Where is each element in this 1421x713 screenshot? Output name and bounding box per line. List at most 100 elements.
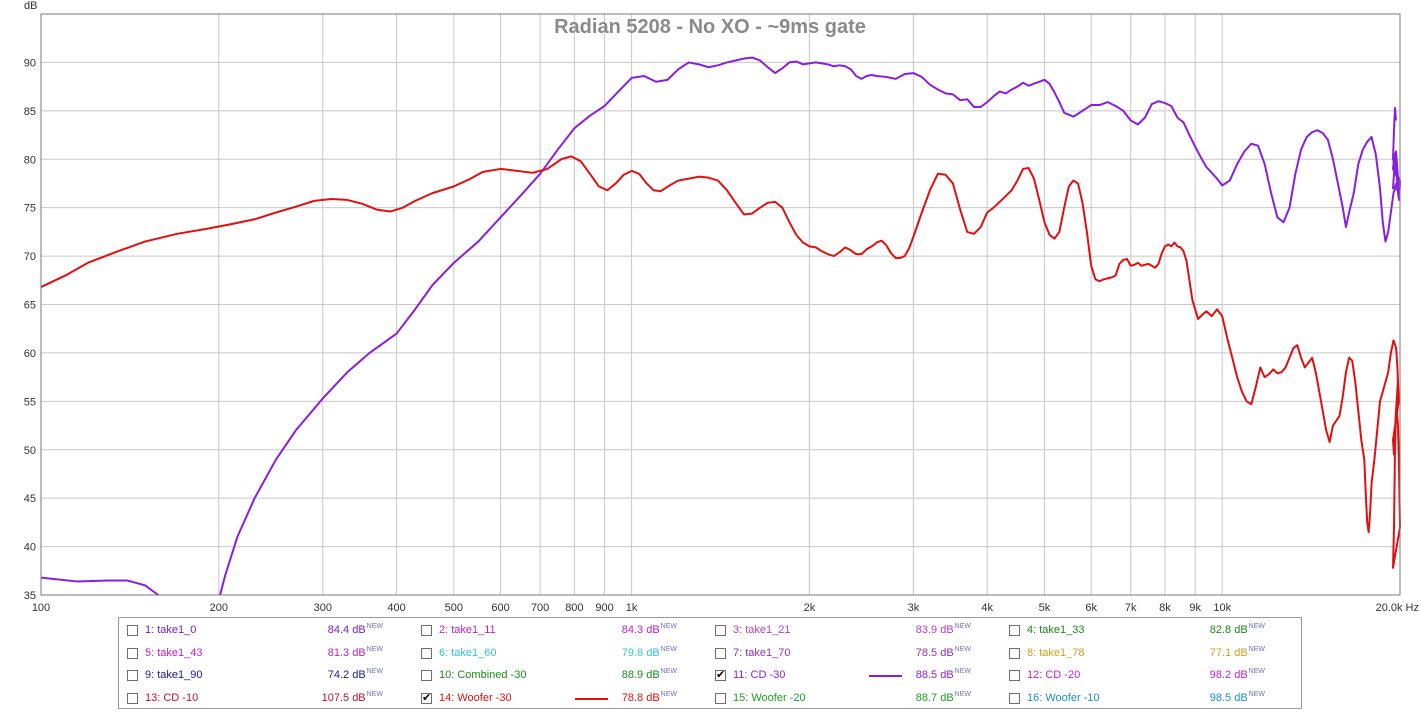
x-tick-label: 300: [314, 602, 332, 614]
plot-area-border: [40, 13, 1401, 596]
x-tick-label: 600: [491, 602, 509, 614]
legend-entry[interactable]: ✔ 14: Woofer -30 78.8 dBNEW: [413, 687, 707, 710]
legend-entry[interactable]: 8: take1_78 77.1 dBNEW: [1001, 642, 1295, 665]
legend-entry[interactable]: 12: CD -20 98.2 dBNEW: [1001, 664, 1295, 687]
legend-checkbox[interactable]: [1009, 625, 1020, 636]
legend-entry[interactable]: 2: take1_11 84.3 dBNEW: [413, 619, 707, 642]
x-tick-label: 700: [531, 602, 549, 614]
legend-label: 15: Woofer -20: [733, 691, 806, 704]
legend-entry[interactable]: 13: CD -10 107.5 dBNEW: [119, 687, 413, 710]
legend-value-text: 98.5 dB: [1209, 691, 1248, 704]
legend-checkbox[interactable]: [127, 692, 138, 704]
legend-value: 78.5 dBNEW: [916, 642, 971, 666]
x-tick-label: 7k: [1125, 602, 1137, 614]
y-tick-label: 35: [24, 590, 36, 602]
legend-label: 2: take1_11: [439, 624, 496, 636]
legend-value: 82.8 dBNEW: [1210, 619, 1265, 643]
legend-entry[interactable]: 4: take1_33 82.8 dBNEW: [1001, 619, 1295, 642]
series-line-1: [219, 56, 1401, 596]
legend-row: 5: take1_43 81.3 dBNEW 6: take1_60 79.8 dBN…: [119, 642, 1301, 665]
legend-entry[interactable]: ✔ 11: CD -30 88.5 dBNEW: [707, 664, 1001, 687]
legend-value-text: 78.5 dB: [915, 646, 954, 659]
y-tick-label: 45: [24, 493, 36, 505]
legend-value-text: 88.5 dB: [915, 669, 954, 681]
legend-value: 81.3 dBNEW: [328, 642, 383, 666]
legend-entry[interactable]: 7: take1_70 78.5 dBNEW: [707, 642, 1001, 665]
legend-label: 11: CD -30: [733, 669, 786, 681]
legend-checkbox[interactable]: [127, 647, 138, 659]
legend-new-tag: NEW: [1248, 623, 1265, 630]
legend-checkbox[interactable]: [127, 670, 138, 681]
legend-checkbox[interactable]: [1009, 670, 1020, 681]
legend-value: 79.8 dBNEW: [622, 642, 677, 666]
legend-entry[interactable]: 15: Woofer -20 88.7 dBNEW: [707, 687, 1001, 710]
legend-checkbox[interactable]: [421, 625, 432, 636]
legend-entry[interactable]: 10: Combined -30 88.9 dBNEW: [413, 664, 707, 687]
legend-checkbox[interactable]: [715, 647, 726, 659]
legend-new-tag: NEW: [366, 690, 383, 698]
x-tick-label: 800: [565, 602, 583, 614]
legend-value: 88.5 dBNEW: [916, 664, 971, 688]
x-tick-label: 1k: [626, 602, 638, 614]
legend-value: 88.7 dBNEW: [916, 687, 971, 711]
legend-new-tag: NEW: [1248, 668, 1265, 675]
legend-checkbox[interactable]: [421, 647, 432, 659]
x-tick-label: 900: [595, 602, 613, 614]
legend-entry[interactable]: 6: take1_60 79.8 dBNEW: [413, 642, 707, 665]
y-tick-label: 90: [24, 57, 36, 69]
legend-value: 98.5 dBNEW: [1210, 687, 1265, 711]
legend-checkbox[interactable]: [715, 625, 726, 636]
legend-new-tag: NEW: [366, 668, 383, 675]
legend-entry[interactable]: 9: take1_90 74.2 dBNEW: [119, 664, 413, 687]
y-tick-label: 40: [24, 542, 36, 554]
y-axis-label: dB: [24, 0, 37, 12]
y-axis-ticks: 35 40 45 50 55 60 65 70 75 80 85 90: [24, 57, 36, 602]
legend-label: 1: take1_0: [145, 624, 197, 636]
legend-new-tag: NEW: [954, 668, 971, 675]
series-line-1: [40, 576, 159, 596]
legend-checkbox[interactable]: ✔: [715, 669, 726, 681]
legend-entry[interactable]: 3: take1_21 83.9 dBNEW: [707, 619, 1001, 642]
legend-entry[interactable]: 16: Woofer -10 98.5 dBNEW: [1001, 687, 1295, 710]
x-tick-label: 20.0k Hz: [1376, 602, 1419, 614]
legend-checkbox[interactable]: [1009, 692, 1020, 704]
legend-entry[interactable]: 5: take1_43 81.3 dBNEW: [119, 642, 413, 665]
series-layer: [40, 56, 1401, 596]
x-tick-label: 10k: [1213, 602, 1231, 614]
legend-checkbox[interactable]: [715, 692, 726, 704]
legend-value-text: 79.8 dB: [621, 646, 660, 659]
legend-new-tag: NEW: [660, 690, 677, 698]
legend-label: 12: CD -20: [1027, 669, 1081, 681]
x-tick-label: 400: [387, 602, 405, 614]
chart-title: Radian 5208 - No XO - ~9ms gate: [554, 16, 866, 38]
legend-label: 8: take1_78: [1027, 646, 1085, 659]
y-tick-label: 65: [24, 300, 36, 312]
legend-new-tag: NEW: [660, 668, 677, 675]
y-tick-label: 50: [24, 445, 36, 457]
x-tick-label: 500: [445, 602, 463, 614]
legend-value: 84.3 dBNEW: [622, 619, 677, 643]
legend-checkbox[interactable]: [1009, 647, 1020, 659]
legend-checkbox[interactable]: [127, 625, 138, 636]
legend-line-swatch: [869, 675, 902, 677]
legend-value-text: 84.3 dB: [621, 624, 660, 636]
legend-new-tag: NEW: [660, 645, 677, 653]
legend-label: 14: Woofer -30: [439, 691, 512, 704]
legend-checkbox[interactable]: [421, 670, 432, 681]
legend-label: 16: Woofer -10: [1027, 691, 1100, 704]
x-axis-ticks: 100 200 300 400 500 600 700 800 900 1k 2k 3k 4k 5k 6k 7…: [32, 602, 1419, 614]
legend-label: 4: take1_33: [1027, 624, 1085, 636]
x-tick-label: 8k: [1159, 602, 1171, 614]
legend-new-tag: NEW: [366, 645, 383, 653]
legend-new-tag: NEW: [1248, 645, 1265, 653]
x-tick-label: 100: [32, 602, 50, 614]
x-tick-label: 6k: [1085, 602, 1097, 614]
legend-value: 84.4 dBNEW: [328, 619, 383, 643]
legend-label: 13: CD -10: [145, 691, 199, 704]
x-tick-label: 4k: [981, 602, 993, 614]
y-tick-label: 70: [24, 251, 36, 263]
legend-value: 98.2 dBNEW: [1210, 664, 1265, 688]
legend-entry[interactable]: 1: take1_0 84.4 dBNEW: [119, 619, 413, 642]
legend-label: 7: take1_70: [733, 646, 791, 659]
legend-checkbox[interactable]: ✔: [421, 691, 432, 704]
